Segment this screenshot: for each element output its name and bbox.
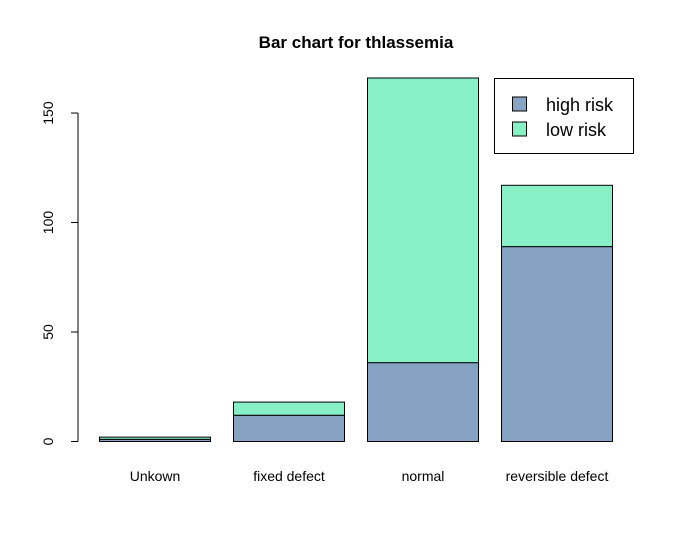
legend-label: low risk	[546, 120, 607, 140]
bar-segment	[501, 184, 613, 248]
bar-segment	[233, 414, 345, 443]
x-tick-label: reversible defect	[506, 468, 609, 484]
legend-label: high risk	[546, 95, 614, 115]
bar-segment	[233, 401, 345, 416]
legend-swatch	[512, 121, 527, 137]
x-tick-label: Unkown	[130, 468, 181, 484]
x-axis-labels: Unkown fixed defect normal reversible defec…	[130, 468, 609, 484]
y-tick-label: 0	[40, 437, 56, 445]
y-axis: 0 50 100 150	[40, 101, 79, 445]
x-tick-label: fixed defect	[253, 468, 325, 484]
bar-segment	[367, 362, 479, 442]
bar-segment	[99, 436, 211, 440]
bar-segment	[367, 77, 479, 364]
legend-box	[494, 78, 634, 154]
bars	[99, 77, 613, 443]
y-tick-label: 150	[40, 101, 56, 125]
legend-swatch	[512, 96, 527, 112]
y-tick-label: 50	[40, 324, 56, 340]
bar-segment	[501, 246, 613, 442]
y-tick-label: 100	[40, 211, 56, 235]
legend: high risk low risk	[494, 78, 634, 154]
chart-title: Bar chart for thlassemia	[259, 33, 454, 52]
x-tick-label: normal	[402, 468, 445, 484]
